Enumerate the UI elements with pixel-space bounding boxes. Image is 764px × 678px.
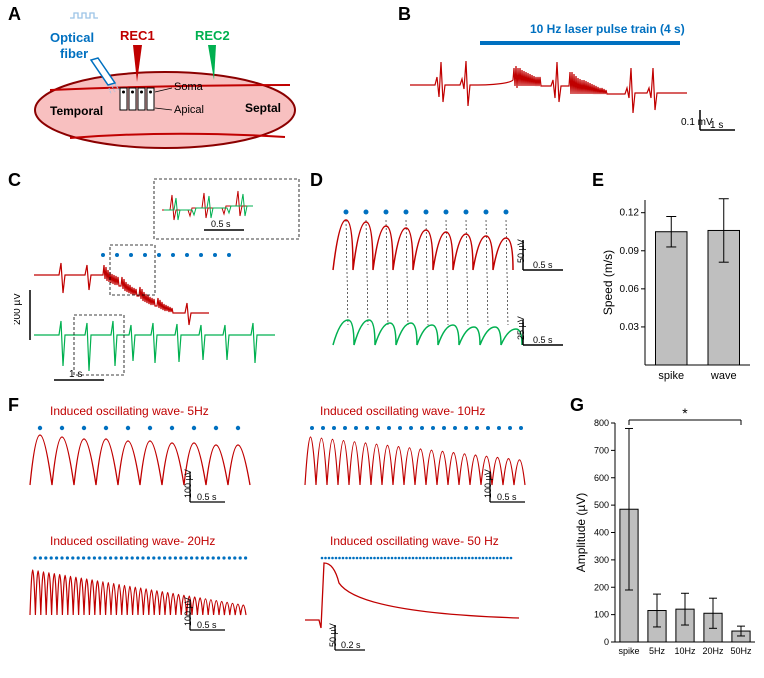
panel-c-dots <box>101 253 231 257</box>
svg-text:10Hz: 10Hz <box>674 646 696 656</box>
temporal-label: Temporal <box>50 104 103 118</box>
panel-d: 50 µV 0.5 s 25 µV 0.5 s <box>318 200 588 390</box>
svg-text:0.03: 0.03 <box>620 322 640 333</box>
panel-a: Optical fiber REC1 REC2 Soma Apical Temp… <box>20 10 310 165</box>
f-10hz-scale-y: 100 µV <box>483 469 493 498</box>
f-5hz-title: Induced oscillating wave- 5Hz <box>50 404 209 418</box>
svg-text:spike: spike <box>658 370 684 382</box>
svg-text:200: 200 <box>594 582 609 592</box>
f-20hz-scale-x: 0.5 s <box>197 620 217 630</box>
svg-text:0.12: 0.12 <box>620 208 640 219</box>
svg-text:0.06: 0.06 <box>620 284 640 295</box>
svg-text:5Hz: 5Hz <box>649 646 666 656</box>
f-20hz-trace <box>30 570 246 615</box>
f-5hz-scale-y: 100 µV <box>183 469 193 498</box>
panel-b-trace <box>410 61 687 113</box>
f-50hz-scale-y: 50 µV <box>328 623 338 647</box>
svg-text:*: * <box>682 405 688 421</box>
panel-e: 0.03 0.06 0.09 0.12 spike wave Speed (m/s) <box>600 190 760 390</box>
f-10hz-dots <box>310 426 523 430</box>
f-50hz-trace <box>305 563 519 628</box>
panel-d-dots <box>344 210 509 215</box>
svg-text:700: 700 <box>594 445 609 455</box>
f-10hz-title: Induced oscillating wave- 10Hz <box>320 404 485 418</box>
rec1-label: REC1 <box>120 28 155 43</box>
panel-d-red-trace <box>333 220 513 270</box>
svg-text:100: 100 <box>594 610 609 620</box>
f-50hz-scale-x: 0.2 s <box>341 640 361 650</box>
inset-scale: 0.5 s <box>211 219 231 229</box>
panel-b: 10 Hz laser pulse train (4 s) 0.1 mV 1 s <box>400 15 760 160</box>
panel-c: 0.5 s 200 µV 1 s <box>14 175 314 395</box>
f-5hz-scale-x: 0.5 s <box>197 492 217 502</box>
svg-text:800: 800 <box>594 418 609 428</box>
f-50hz-title: Induced oscillating wave- 50 Hz <box>330 534 499 548</box>
svg-text:Amplitude (µV): Amplitude (µV) <box>575 493 588 573</box>
f-10hz-scale-x: 0.5 s <box>497 492 517 502</box>
panel-f-label: F <box>8 395 19 416</box>
f-20hz-title: Induced oscillating wave- 20Hz <box>50 534 215 548</box>
svg-text:Speed (m/s): Speed (m/s) <box>601 250 615 315</box>
f-5hz-dots <box>38 426 240 430</box>
panel-f: Induced oscillating wave- 5Hz 100 µV 0.5… <box>20 400 565 675</box>
svg-text:wave: wave <box>710 370 737 382</box>
scale-b-y: 0.1 mV <box>681 117 713 128</box>
scale-d-x2: 0.5 s <box>533 335 553 345</box>
panel-e-label: E <box>592 170 604 191</box>
svg-text:0.09: 0.09 <box>620 246 640 257</box>
scale-b-x: 1 s <box>710 120 723 131</box>
pulse-icon <box>70 13 98 18</box>
panel-c-green-trace <box>34 321 275 371</box>
septal-label: Septal <box>245 101 281 115</box>
optical-fiber-label2: fiber <box>60 46 88 61</box>
svg-text:0: 0 <box>604 637 609 647</box>
f-5hz-trace <box>30 435 250 485</box>
panel-g: 0 100 200 300 400 500 600 700 800 spike 5Hz 10Hz 20H… <box>575 405 760 670</box>
rec2-label: REC2 <box>195 28 230 43</box>
laser-pulse-label: 10 Hz laser pulse train (4 s) <box>530 22 685 36</box>
soma-label: Soma <box>174 81 204 93</box>
panel-d-dashlines <box>346 220 508 325</box>
f-20hz-dots <box>33 556 247 559</box>
svg-text:500: 500 <box>594 500 609 510</box>
scale-d-red: 50 µV <box>516 239 526 263</box>
svg-text:300: 300 <box>594 555 609 565</box>
svg-text:spike: spike <box>618 646 639 656</box>
scale-c-x: 1 s <box>69 369 82 380</box>
scale-d-x1: 0.5 s <box>533 260 553 270</box>
svg-text:400: 400 <box>594 528 609 538</box>
svg-text:600: 600 <box>594 473 609 483</box>
panel-c-red-trace <box>34 263 209 325</box>
scale-c-y: 200 µV <box>14 293 23 325</box>
f-50hz-dots <box>321 557 513 560</box>
apical-label: Apical <box>174 104 204 116</box>
panel-d-green-trace <box>333 320 522 345</box>
scale-d-green: 25 µV <box>516 316 526 340</box>
f-20hz-scale-y: 100 µV <box>183 597 193 626</box>
svg-text:20Hz: 20Hz <box>702 646 724 656</box>
svg-text:50Hz: 50Hz <box>730 646 752 656</box>
optical-fiber-label: Optical <box>50 30 94 45</box>
